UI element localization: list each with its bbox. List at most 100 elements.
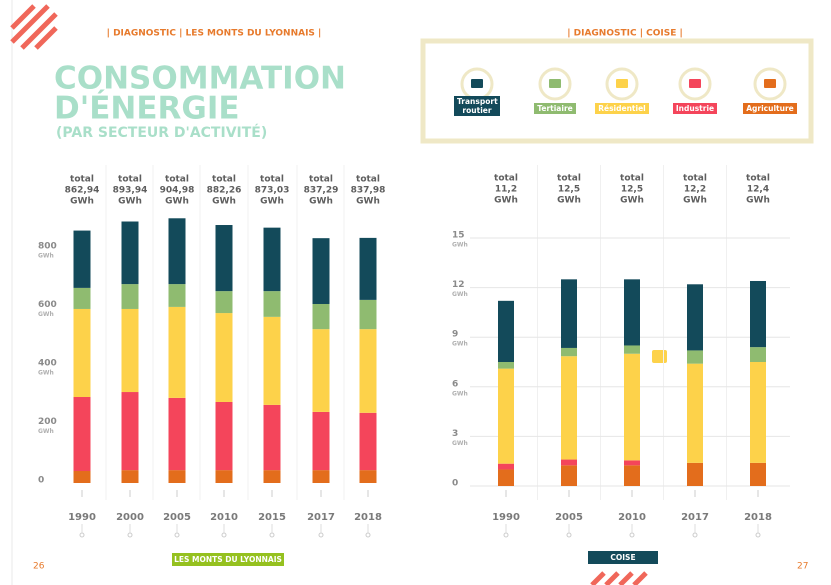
bar-segment (624, 279, 640, 345)
page-number: 27 (797, 562, 808, 572)
x-tick-label: 2015 (258, 512, 286, 523)
y-tick-label: 0 (38, 476, 44, 486)
legend-glyph (471, 79, 483, 88)
total-value: 893,94 (113, 186, 148, 196)
y-tick-label: 200 (38, 417, 57, 427)
legend-item: Tertiaire (525, 96, 585, 115)
bar-segment (561, 348, 577, 356)
legend-item: Résidentiel (592, 96, 652, 115)
bar-segment (216, 225, 233, 291)
bar-segment (313, 238, 330, 304)
legend-label: Transport routier (454, 96, 500, 116)
legend-glyph (689, 79, 701, 88)
bar-segment (216, 291, 233, 313)
total-unit: GWh (309, 197, 333, 207)
total-value: 12,4 (747, 185, 769, 195)
bar-segment (561, 356, 577, 459)
x-dot (504, 533, 508, 537)
header: | DIAGNOSTIC | LES MONTS DU LYONNAIS | (107, 29, 322, 39)
y-tick-label: 15 (452, 231, 465, 241)
bar-segment (169, 284, 186, 307)
y-unit: GWh (452, 341, 468, 348)
legend-item: Industrie (665, 96, 725, 115)
total-unit: GWh (746, 196, 770, 206)
bar-segment (74, 288, 91, 309)
bar-segment (687, 364, 703, 463)
bar-segment (624, 345, 640, 353)
total-value: 837,29 (304, 186, 339, 196)
total-label: total (620, 174, 644, 184)
y-unit: GWh (452, 242, 468, 249)
x-dot (175, 533, 179, 537)
bar-segment (264, 317, 281, 405)
comment-icon[interactable] (652, 350, 667, 363)
total-label: total (356, 175, 380, 185)
total-unit: GWh (683, 196, 707, 206)
bar-segment (687, 284, 703, 350)
total-label: total (260, 175, 284, 185)
bar-segment (74, 231, 91, 288)
bar-segment (498, 362, 514, 369)
total-unit: GWh (118, 197, 142, 207)
bar-segment (750, 362, 766, 463)
x-dot (222, 533, 226, 537)
bar-segment (74, 397, 91, 471)
total-value: 904,98 (160, 186, 195, 196)
total-value: 12,5 (558, 185, 580, 195)
bar-segment (216, 402, 233, 470)
x-tick-label: 2010 (210, 512, 238, 523)
x-dot (756, 533, 760, 537)
bar-segment (498, 469, 514, 486)
total-label: total (165, 175, 189, 185)
document: | DIAGNOSTIC | LES MONTS DU LYONNAIS | |… (0, 0, 831, 585)
y-unit: GWh (38, 311, 54, 318)
y-unit: GWh (38, 370, 54, 377)
y-tick-label: 6 (452, 379, 458, 389)
footer-label: COISE (610, 553, 635, 562)
bar-segment (360, 329, 377, 413)
x-tick-label: 2000 (116, 512, 144, 523)
bar-segment (360, 238, 377, 300)
y-tick-label: 600 (38, 300, 57, 310)
total-unit: GWh (620, 196, 644, 206)
x-dot (630, 533, 634, 537)
x-dot (567, 533, 571, 537)
bar-segment (313, 470, 330, 483)
subtitle: (PAR SECTEUR D'ACTIVITÉ) (56, 124, 267, 141)
bar-segment (264, 291, 281, 317)
bar-segment (687, 350, 703, 363)
total-unit: GWh (494, 196, 518, 206)
bar-segment (750, 281, 766, 347)
y-tick-label: 12 (452, 280, 465, 290)
x-tick-label: 2017 (681, 512, 709, 523)
x-tick-label: 1990 (68, 512, 96, 523)
y-unit: GWh (452, 390, 468, 397)
total-value: 837,98 (351, 186, 386, 196)
bar-segment (561, 279, 577, 348)
x-tick-label: 2005 (555, 512, 583, 523)
total-unit: GWh (212, 197, 236, 207)
y-unit: GWh (38, 428, 54, 435)
bar-segment (561, 460, 577, 466)
x-dot (319, 533, 323, 537)
x-tick-label: 2017 (307, 512, 335, 523)
total-value: 882,26 (207, 186, 242, 196)
total-unit: GWh (70, 197, 94, 207)
y-unit: GWh (38, 253, 54, 260)
legend-label: Tertiaire (534, 103, 575, 114)
legend-glyph (764, 79, 776, 88)
bar-segment (74, 471, 91, 483)
total-value: 12,5 (621, 185, 643, 195)
total-label: total (557, 174, 581, 184)
bar-segment (750, 463, 766, 486)
bar-segment (561, 465, 577, 486)
bar-segment (74, 309, 91, 397)
legend-item: Transport routier (447, 96, 507, 117)
bar-segment (122, 309, 139, 392)
bar-segment (216, 313, 233, 402)
bar-segment (122, 392, 139, 470)
bar-segment (313, 329, 330, 412)
y-tick-label: 800 (38, 242, 57, 252)
total-value: 873,03 (255, 186, 290, 196)
total-label: total (494, 174, 518, 184)
